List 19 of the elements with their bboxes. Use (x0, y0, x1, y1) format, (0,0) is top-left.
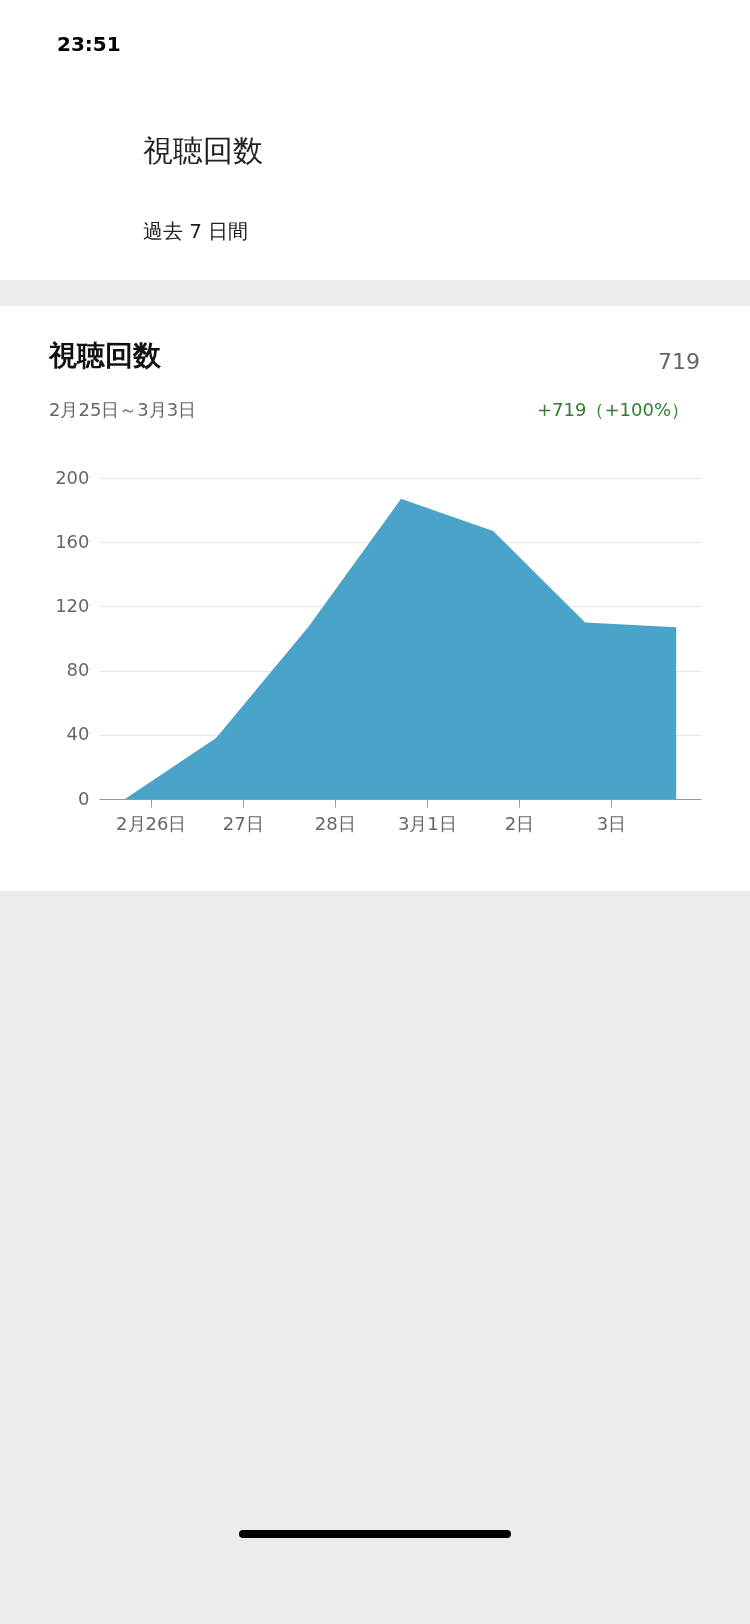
y-tick-label: 120 (55, 594, 90, 616)
text: 過去 7 日間 (143, 219, 249, 243)
text: +719（+100%） (537, 399, 689, 420)
y-tick-label: 40 (66, 723, 90, 745)
x-tick-label: 2日 (504, 812, 535, 834)
text: 視聴回数 (143, 133, 263, 168)
y-tick-label: 160 (55, 530, 90, 552)
y-tick-label: 0 (78, 787, 90, 809)
x-tick-label: 3日 (596, 812, 627, 834)
chart-title: 視聴回数 (48, 339, 162, 372)
chart-subtitle: 2月25日～3月3日 (49, 399, 197, 420)
y-tick-label: 200 (55, 466, 90, 488)
text: 23:51 (57, 32, 121, 56)
x-tick-label: 27日 (222, 812, 264, 834)
text: 719 (658, 349, 700, 374)
x-tick-label: 3月1日 (397, 812, 457, 834)
y-tick-label: 80 (66, 659, 90, 681)
x-tick-label: 28日 (314, 812, 356, 834)
x-tick-label: 2月26日 (116, 812, 187, 834)
